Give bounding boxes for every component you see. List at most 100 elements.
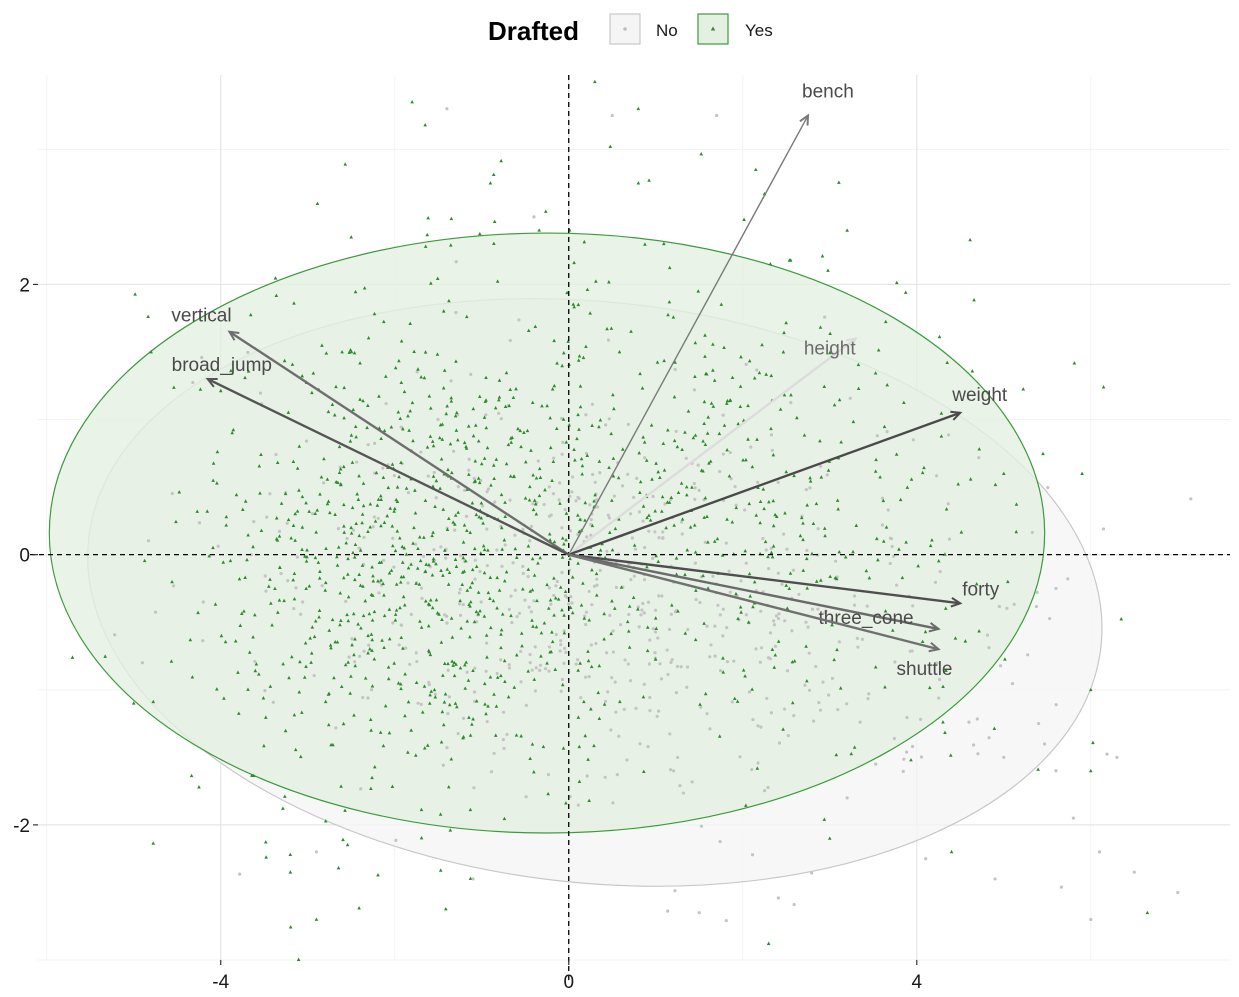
point-no xyxy=(526,574,530,579)
point-no xyxy=(1066,577,1070,581)
point-yes xyxy=(554,426,559,431)
point-no xyxy=(534,666,538,670)
point-no xyxy=(728,450,732,455)
point-yes xyxy=(943,730,947,735)
point-yes xyxy=(300,374,305,378)
legend-label-no: No xyxy=(656,21,678,40)
point-yes xyxy=(406,566,411,570)
point-no xyxy=(528,661,532,665)
point-yes xyxy=(837,180,841,184)
point-no xyxy=(546,773,551,777)
point-no xyxy=(552,456,556,460)
point-yes xyxy=(640,386,645,390)
point-yes xyxy=(553,667,558,671)
point-yes xyxy=(353,663,358,668)
point-no xyxy=(655,714,659,718)
point-yes xyxy=(327,691,331,696)
point-no xyxy=(538,668,542,672)
point-yes xyxy=(416,367,420,371)
point-no xyxy=(495,548,499,552)
point-yes xyxy=(467,715,471,719)
point-yes xyxy=(567,423,572,427)
point-yes xyxy=(789,392,793,397)
point-no xyxy=(680,532,684,536)
point-no xyxy=(727,569,731,573)
loading-arrow-weight xyxy=(568,411,961,556)
point-yes xyxy=(169,659,174,663)
point-no xyxy=(479,600,483,604)
point-no xyxy=(705,624,709,628)
point-no xyxy=(669,660,673,665)
point-yes xyxy=(702,399,707,404)
point-yes xyxy=(585,287,590,291)
point-yes xyxy=(598,548,603,552)
point-yes xyxy=(691,435,696,440)
point-yes xyxy=(576,412,580,417)
point-yes xyxy=(363,676,368,680)
point-yes xyxy=(602,637,606,641)
point-no xyxy=(501,738,505,742)
point-yes xyxy=(454,410,459,415)
point-yes xyxy=(428,598,433,602)
point-yes xyxy=(1003,657,1007,661)
point-yes xyxy=(342,502,346,507)
point-yes xyxy=(706,540,710,544)
point-no xyxy=(721,634,725,638)
point-no xyxy=(659,677,664,681)
point-yes xyxy=(394,582,399,586)
point-yes xyxy=(939,411,944,415)
point-yes xyxy=(540,403,544,408)
point-yes xyxy=(568,556,572,561)
point-yes xyxy=(881,498,886,503)
point-yes xyxy=(741,668,746,672)
point-yes xyxy=(632,543,637,547)
point-yes xyxy=(545,582,549,587)
point-yes xyxy=(422,535,426,539)
point-yes xyxy=(435,611,440,615)
point-yes xyxy=(702,421,706,426)
point-no xyxy=(456,485,460,489)
point-yes xyxy=(262,743,266,748)
point-yes xyxy=(236,711,241,715)
point-yes xyxy=(843,555,848,559)
point-no xyxy=(848,396,852,400)
point-no xyxy=(485,641,489,645)
point-no xyxy=(532,599,536,603)
point-yes xyxy=(826,468,831,472)
point-no xyxy=(783,619,787,623)
point-yes xyxy=(612,406,616,411)
point-yes xyxy=(513,546,518,551)
loading-arrowhead-shuttle xyxy=(928,642,941,653)
point-yes xyxy=(645,565,649,569)
point-yes xyxy=(787,586,792,591)
point-yes xyxy=(461,540,466,544)
point-yes xyxy=(383,703,388,708)
point-no xyxy=(392,473,396,478)
point-yes xyxy=(698,702,702,706)
point-yes xyxy=(390,784,395,788)
point-no xyxy=(419,586,423,590)
point-yes xyxy=(218,388,223,393)
point-no xyxy=(463,488,467,492)
point-yes xyxy=(766,554,770,559)
point-no xyxy=(756,724,760,728)
point-yes xyxy=(527,498,532,502)
point-no xyxy=(551,492,556,496)
point-yes xyxy=(500,547,505,551)
point-no xyxy=(590,603,594,607)
point-yes xyxy=(706,415,711,419)
point-yes xyxy=(486,704,490,708)
point-yes xyxy=(445,527,450,532)
point-yes xyxy=(801,537,805,542)
point-yes xyxy=(319,475,324,479)
point-yes xyxy=(804,556,809,561)
point-yes xyxy=(805,503,809,507)
point-yes xyxy=(236,670,240,674)
point-yes xyxy=(471,433,476,438)
point-yes xyxy=(502,578,507,583)
point-yes xyxy=(655,360,660,364)
point-no xyxy=(668,732,672,736)
point-yes xyxy=(609,631,613,636)
point-yes xyxy=(70,655,75,659)
point-yes xyxy=(578,384,583,388)
